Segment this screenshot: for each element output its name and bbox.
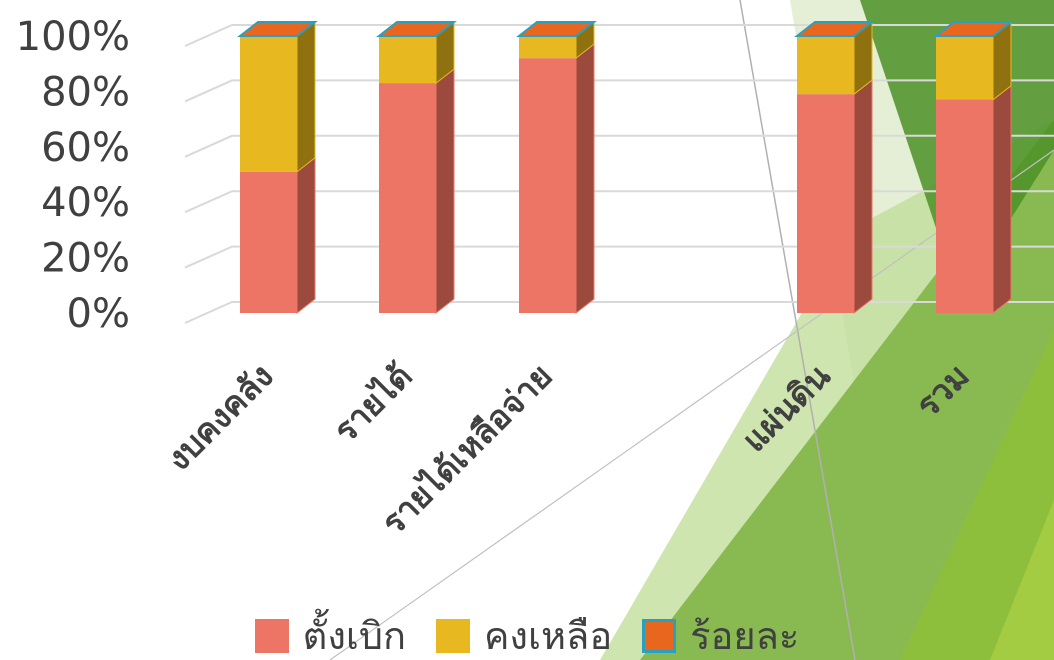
legend-swatch: [436, 619, 471, 653]
grid-line: [184, 134, 1054, 158]
legend-item: ร้อยละ: [642, 617, 799, 655]
bar-segment-side: [992, 84, 1012, 315]
bar-segment: [797, 94, 854, 313]
bar-segment: [240, 171, 297, 313]
grid-lines: [184, 24, 1054, 324]
y-tick-label: 80%: [41, 69, 130, 115]
bar-top-cap: [376, 21, 457, 37]
bar-segment-side: [435, 68, 455, 315]
bar-top-cap: [516, 21, 597, 37]
bar-segment: [240, 36, 297, 172]
y-tick-label: 60%: [41, 125, 130, 171]
bar-segment-side: [575, 43, 595, 315]
legend-swatch: [254, 619, 289, 653]
x-category-label: งบคงคลัง: [159, 356, 281, 478]
x-category-label: รายได้: [326, 356, 420, 450]
bar-segment-side: [296, 20, 316, 173]
bar-segment-side: [853, 79, 873, 315]
grid-line: [184, 301, 1054, 324]
legend-item: ตั้งเบิก: [254, 614, 407, 658]
grid-line: [184, 24, 1054, 47]
grid-line: [184, 190, 1054, 214]
y-tick-label: 100%: [16, 14, 130, 60]
bar-segment-side: [296, 156, 316, 315]
y-tick-label: 20%: [41, 236, 130, 282]
bar-segment: [797, 36, 854, 95]
bar-top-cap: [933, 21, 1014, 37]
bar-segment: [519, 36, 576, 59]
bar-segment: [379, 83, 436, 313]
bar-segment: [519, 58, 576, 313]
y-tick-label: 40%: [41, 180, 130, 226]
bar-segment: [379, 36, 436, 84]
legend-item: คงเหลือ: [436, 617, 612, 655]
bar-segment: [936, 36, 993, 100]
bars: [237, 20, 1014, 315]
legend: ตั้งเบิก คงเหลือ ร้อยละ: [0, 612, 1054, 660]
legend-label: ร้อยละ: [690, 614, 800, 658]
legend-label: ตั้งเบิก: [302, 614, 407, 658]
grid-line: [184, 79, 1054, 103]
legend-swatch: [642, 619, 677, 653]
bar-segment: [936, 99, 993, 314]
bar-top-cap: [237, 21, 318, 37]
y-tick-label: 0%: [67, 291, 130, 337]
y-axis: 0% 20% 40% 60% 80% 100%: [16, 14, 130, 337]
legend-label: คงเหลือ: [484, 614, 613, 658]
bar-top-cap: [794, 21, 875, 37]
grid-line: [184, 245, 1054, 269]
